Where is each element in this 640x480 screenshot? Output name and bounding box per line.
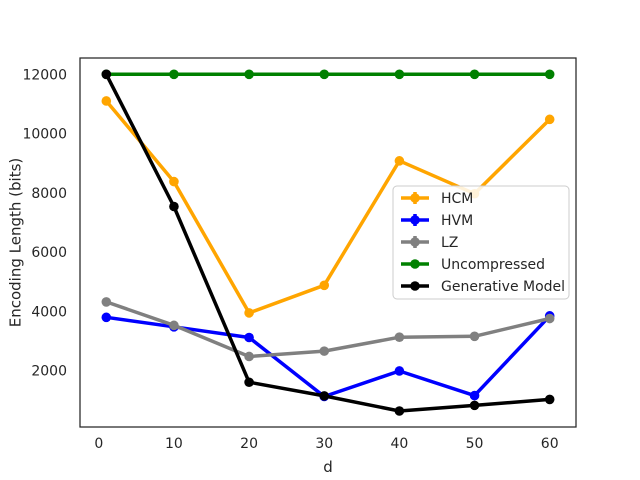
uncompressed-point <box>319 69 330 80</box>
y-tick-label: 4000 <box>31 304 67 320</box>
legend-marker-hcm <box>410 193 420 203</box>
legend-label-generative-model: Generative Model <box>441 279 565 295</box>
y-tick-label: 8000 <box>31 186 67 202</box>
y-tick-label: 6000 <box>31 245 67 261</box>
plot-frame <box>79 57 577 428</box>
x-tick-label: 20 <box>240 436 258 452</box>
x-tick-label: 60 <box>541 436 559 452</box>
x-tick-labels: 0 10 20 30 40 50 60 <box>94 436 558 452</box>
lz-point <box>469 331 480 342</box>
y-axis-label: Encoding Length (bits) <box>7 158 25 328</box>
x-tick-label: 50 <box>466 436 484 452</box>
lz-point <box>544 313 555 324</box>
x-tick-label: 0 <box>94 436 103 452</box>
y-tick-label: 12000 <box>22 67 67 83</box>
hcm-point <box>101 96 112 106</box>
uncompressed-point <box>394 69 405 80</box>
x-tick-label: 30 <box>315 436 333 452</box>
hvm-point <box>394 366 405 376</box>
lz-point <box>244 351 254 362</box>
legend: HCM HVM LZ Uncompressed Generative Model <box>392 185 570 300</box>
legend-marker-hvm <box>410 215 420 225</box>
x-tick-label: 10 <box>165 436 183 452</box>
uncompressed-point <box>169 69 179 80</box>
legend-marker-uncompressed <box>410 259 420 269</box>
uncompressed-point <box>544 69 555 80</box>
hcm-point <box>319 280 330 291</box>
lz-point <box>169 320 179 331</box>
generative-model-point <box>101 69 112 80</box>
hcm-point <box>244 308 254 318</box>
lz-point <box>101 297 112 307</box>
hcm-point <box>544 114 555 125</box>
legend-marker-generative-model <box>410 281 420 291</box>
hvm-point <box>244 332 254 343</box>
legend-box <box>392 185 570 300</box>
lz-point <box>394 332 405 342</box>
generative-model-point <box>469 400 480 411</box>
generative-model-point <box>544 394 555 405</box>
legend-label-uncompressed: Uncompressed <box>441 257 545 273</box>
legend-label-hcm: HCM <box>441 191 473 207</box>
legend-marker-lz <box>410 237 420 247</box>
y-tick-label: 10000 <box>22 127 67 143</box>
hcm-point <box>394 156 405 166</box>
y-tick-label: 2000 <box>31 364 67 380</box>
generative-model-point <box>319 391 330 401</box>
x-axis-label: d <box>323 458 333 476</box>
lz-point <box>319 346 330 356</box>
generative-model-point <box>394 406 405 416</box>
hvm-point <box>469 390 480 401</box>
legend-label-hvm: HVM <box>441 213 473 229</box>
y-tick-labels: 2000 4000 6000 8000 10000 12000 <box>22 67 67 379</box>
generative-model-point <box>244 377 254 388</box>
hvm-point <box>101 312 112 323</box>
hcm-point <box>169 176 179 187</box>
generative-model-point <box>169 201 179 212</box>
x-tick-label: 40 <box>390 436 408 452</box>
uncompressed-point <box>469 69 480 80</box>
legend-label-lz: LZ <box>441 235 458 251</box>
uncompressed-point <box>244 69 254 80</box>
